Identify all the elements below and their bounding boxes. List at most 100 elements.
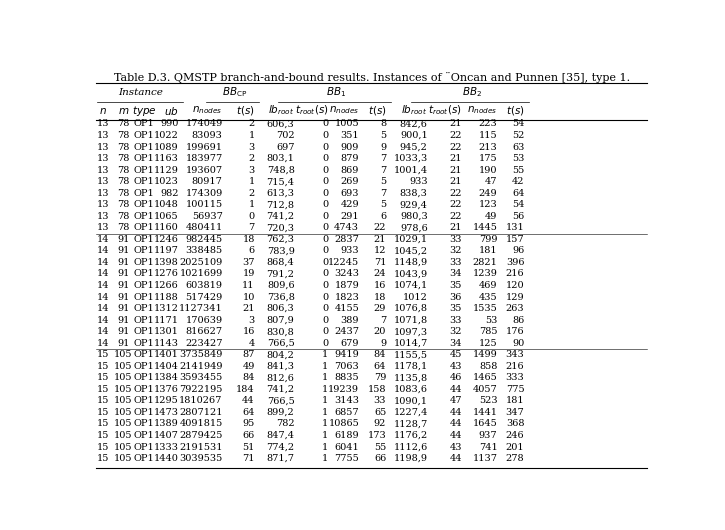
Text: 2807121: 2807121	[179, 408, 223, 417]
Text: 368: 368	[506, 419, 524, 428]
Text: 1090,1: 1090,1	[394, 396, 428, 405]
Text: 480411: 480411	[186, 223, 223, 232]
Text: OP1: OP1	[133, 443, 154, 452]
Text: 46: 46	[450, 373, 462, 382]
Text: 13: 13	[96, 143, 109, 152]
Text: Table D.3. QMSTP branch-and-bound results. Instances of ¨Oncan and Punnen [35], : Table D.3. QMSTP branch-and-bound result…	[114, 72, 629, 83]
Text: 223: 223	[478, 119, 497, 128]
Text: 4743: 4743	[334, 223, 359, 232]
Text: 4057: 4057	[473, 385, 497, 394]
Text: 1160: 1160	[154, 223, 179, 232]
Text: 1129: 1129	[154, 166, 179, 175]
Text: 223427: 223427	[185, 339, 223, 348]
Text: 78: 78	[117, 166, 129, 175]
Text: 1143: 1143	[154, 339, 179, 348]
Text: 64: 64	[242, 408, 254, 417]
Text: 1097,3: 1097,3	[394, 327, 428, 336]
Text: 34: 34	[450, 269, 462, 278]
Text: 1074,1: 1074,1	[394, 281, 428, 290]
Text: 1: 1	[322, 454, 328, 463]
Text: 78: 78	[117, 143, 129, 152]
Text: OP1: OP1	[133, 258, 154, 267]
Text: 91: 91	[117, 304, 129, 313]
Text: 1112,6: 1112,6	[394, 443, 428, 452]
Text: OP1: OP1	[133, 454, 154, 463]
Text: OP1: OP1	[133, 362, 154, 371]
Text: 91: 91	[117, 339, 129, 348]
Text: 333: 333	[505, 373, 524, 382]
Text: 0: 0	[322, 189, 328, 198]
Text: 14: 14	[96, 258, 109, 267]
Text: 748,8: 748,8	[267, 166, 294, 175]
Text: 84: 84	[242, 373, 254, 382]
Text: 91: 91	[117, 281, 129, 290]
Text: 64: 64	[512, 189, 524, 198]
Text: 1266: 1266	[154, 281, 179, 290]
Text: 1137: 1137	[473, 454, 497, 463]
Text: 22: 22	[450, 200, 462, 209]
Text: 44: 44	[450, 419, 462, 428]
Text: 9: 9	[380, 339, 386, 348]
Text: 78: 78	[117, 212, 129, 221]
Text: 49: 49	[485, 212, 497, 221]
Text: 71: 71	[373, 258, 386, 267]
Text: 15: 15	[97, 350, 109, 359]
Text: 1473: 1473	[154, 408, 179, 417]
Text: 1071,8: 1071,8	[394, 316, 428, 325]
Text: 22: 22	[450, 143, 462, 152]
Text: OP1: OP1	[133, 431, 154, 440]
Text: 21: 21	[450, 154, 462, 163]
Text: 0: 0	[322, 143, 328, 152]
Text: 3143: 3143	[334, 396, 359, 405]
Text: 945,2: 945,2	[400, 143, 428, 152]
Text: 982445: 982445	[186, 235, 223, 244]
Text: 95: 95	[242, 419, 254, 428]
Text: 0: 0	[322, 177, 328, 186]
Text: 1407: 1407	[154, 431, 179, 440]
Text: OP1: OP1	[133, 339, 154, 348]
Text: 19239: 19239	[328, 385, 359, 394]
Text: 429: 429	[341, 200, 359, 209]
Text: OP1: OP1	[133, 235, 154, 244]
Text: 10: 10	[242, 293, 254, 302]
Text: 909: 909	[341, 143, 359, 152]
Text: 0: 0	[322, 269, 328, 278]
Text: 87: 87	[242, 350, 254, 359]
Text: $BB_{\mathrm{CP}}$: $BB_{\mathrm{CP}}$	[222, 85, 247, 99]
Text: 338485: 338485	[186, 246, 223, 255]
Text: 13: 13	[96, 177, 109, 186]
Text: 63: 63	[512, 143, 524, 152]
Text: OP1: OP1	[133, 304, 154, 313]
Text: 249: 249	[478, 189, 497, 198]
Text: 78: 78	[117, 200, 129, 209]
Text: 1076,8: 1076,8	[394, 304, 428, 313]
Text: 0: 0	[322, 327, 328, 336]
Text: 22: 22	[450, 189, 462, 198]
Text: 990: 990	[160, 119, 179, 128]
Text: 982: 982	[160, 189, 179, 198]
Text: 15: 15	[97, 431, 109, 440]
Text: 65: 65	[374, 408, 386, 417]
Text: $lb_{root}$: $lb_{root}$	[402, 104, 428, 118]
Text: 1083,6: 1083,6	[394, 385, 428, 394]
Text: $t(s)$: $t(s)$	[236, 104, 254, 117]
Text: 14: 14	[96, 339, 109, 348]
Text: 49: 49	[242, 362, 254, 371]
Text: 201: 201	[506, 443, 524, 452]
Text: 4: 4	[249, 339, 254, 348]
Text: 2: 2	[249, 189, 254, 198]
Text: 1295: 1295	[154, 396, 179, 405]
Text: 1: 1	[322, 385, 328, 394]
Text: 1033,3: 1033,3	[394, 154, 428, 163]
Text: 15: 15	[97, 408, 109, 417]
Text: 1012: 1012	[403, 293, 428, 302]
Text: 9419: 9419	[334, 350, 359, 359]
Text: 2191531: 2191531	[179, 443, 223, 452]
Text: 1384: 1384	[154, 373, 179, 382]
Text: 2025109: 2025109	[179, 258, 223, 267]
Text: 15: 15	[97, 373, 109, 382]
Text: 0: 0	[322, 223, 328, 232]
Text: 1065: 1065	[154, 212, 179, 221]
Text: 613,3: 613,3	[267, 189, 294, 198]
Text: 3039535: 3039535	[179, 454, 223, 463]
